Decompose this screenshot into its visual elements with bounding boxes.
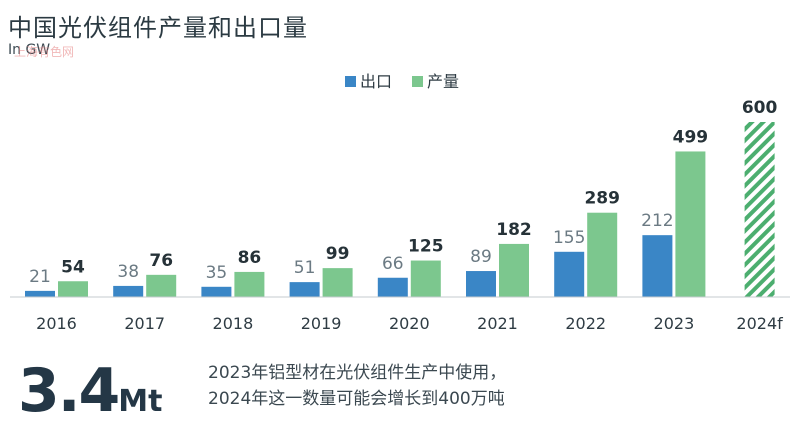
bar-export-2016 [25, 290, 55, 297]
legend-label-export: 出口 [360, 72, 392, 91]
x-tick-2019: 2019 [301, 314, 342, 333]
bar-production-2021 [499, 243, 529, 297]
stat-note-line-1: 2023年铝型材在光伏组件生产中使用， [208, 363, 507, 383]
label-production-2022: 289 [584, 189, 620, 209]
x-tick-2016: 2016 [36, 314, 77, 333]
bar-production-2020 [410, 260, 441, 297]
x-tick-2020: 2020 [389, 314, 430, 333]
bar-export-2018 [201, 286, 232, 297]
bars-group [25, 122, 775, 297]
label-export-2017: 38 [117, 262, 139, 282]
legend-swatch-export [345, 76, 356, 87]
bar-production-2016 [58, 281, 88, 297]
bar-production-2018 [234, 271, 265, 297]
label-production-2023: 499 [673, 127, 709, 147]
label-production-2020: 125 [408, 237, 444, 257]
x-tick-2022: 2022 [565, 314, 606, 333]
label-export-2022: 155 [553, 228, 585, 248]
bar-export-2020 [377, 277, 408, 297]
label-export-2020: 66 [382, 254, 404, 274]
label-production-2017: 76 [149, 251, 173, 271]
label-production-2016: 54 [61, 257, 85, 277]
label-production-2021: 182 [496, 220, 532, 240]
x-tick-2023: 2023 [654, 314, 695, 333]
x-tick-2021: 2021 [477, 314, 518, 333]
label-production-2019: 99 [326, 244, 350, 264]
label-production-2018: 86 [238, 248, 262, 268]
bar-production-2017 [146, 274, 177, 297]
label-production-2024f: 600 [742, 98, 778, 118]
stat-note-line-2: 2024年这一数量可能会增长到400万吨 [208, 389, 505, 409]
x-tick-2024f: 2024f [736, 314, 783, 333]
legend-swatch-production [412, 76, 423, 87]
bar-chart: 出口 产量 21 542016387620173586201851992019661… [10, 72, 790, 333]
chart-title: 中国光伏组件产量和出口量 [8, 14, 308, 42]
bar-export-2019 [289, 282, 320, 297]
bar-export-2022 [554, 251, 585, 297]
stat-note: 2023年铝型材在光伏组件生产中使用， 2024年这一数量可能会增长到400万吨 [208, 360, 506, 412]
label-export-2021: 89 [470, 247, 492, 267]
bar-production-2022 [587, 212, 618, 297]
label-export-2023: 212 [641, 211, 673, 231]
big-stat: 3.4Mt [18, 356, 163, 426]
label-export-2019: 51 [294, 258, 316, 278]
bar-production-2019 [322, 268, 353, 297]
bar-export-2023 [642, 235, 673, 297]
x-tick-2018: 2018 [213, 314, 254, 333]
bar-export-2017 [113, 285, 144, 297]
bar-production-2023 [675, 151, 706, 297]
label-export-2018: 35 [206, 263, 228, 283]
watermark: 上海有色网 [14, 45, 75, 59]
bar-export-2021 [466, 271, 496, 297]
big-stat-value: 3.4 [18, 356, 120, 426]
legend: 出口 产量 [345, 72, 459, 91]
bar-production-2024f [744, 122, 775, 297]
unit-label: In GW [8, 42, 51, 58]
x-tick-2017: 2017 [124, 314, 165, 333]
big-stat-unit: Mt [118, 384, 163, 419]
label-export-2016: 21 [29, 267, 51, 287]
legend-label-production: 产量 [427, 72, 459, 91]
